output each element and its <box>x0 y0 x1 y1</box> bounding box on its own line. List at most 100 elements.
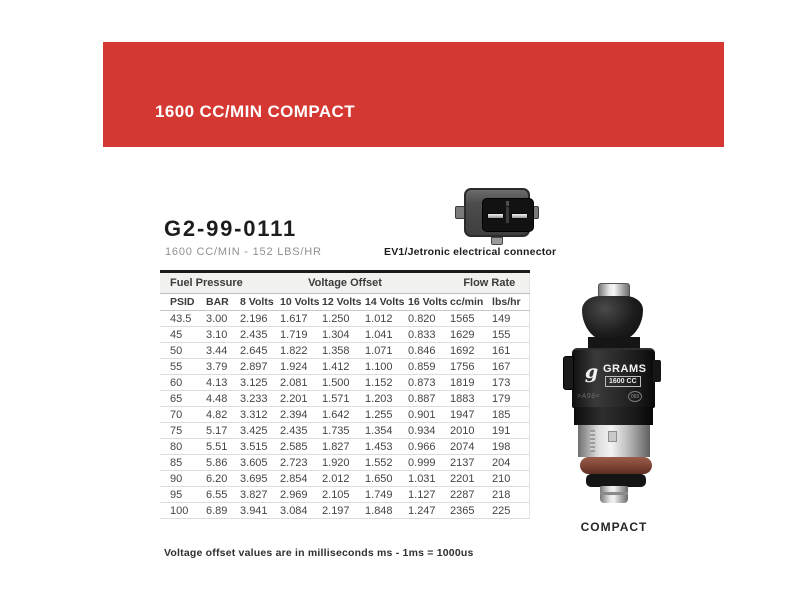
table-cell: 1.304 <box>322 326 366 343</box>
table-cell: 3.125 <box>240 374 281 391</box>
injector-image: g GRAMS 1600 CC >A96< 069 <box>560 283 668 523</box>
table-cell: 100 <box>160 502 206 519</box>
table-cell: 1.453 <box>365 438 409 455</box>
table-cell: 45 <box>160 326 206 343</box>
table-cell: 1.749 <box>365 486 409 503</box>
grams-logo-icon: g <box>584 361 599 383</box>
table-cell: 2.585 <box>280 438 323 455</box>
connector-center-divider <box>506 207 509 223</box>
column-header-12-volts: 12 Volts <box>322 293 366 311</box>
injector-barrel-serial-etch <box>590 430 595 452</box>
column-header-cc-min: cc/min <box>450 293 493 311</box>
table-cell: 3.515 <box>240 438 281 455</box>
flow-data-table: Fuel Pressure Voltage Offset Flow Rate PSI… <box>160 270 530 519</box>
table-cell: 1947 <box>450 406 493 423</box>
table-cell: 3.233 <box>240 390 281 407</box>
table-cell: 0.873 <box>408 374 451 391</box>
column-header-psid: PSID <box>160 293 206 311</box>
table-cell: 6.55 <box>206 486 241 503</box>
table-row: 90 6.20 3.695 2.854 2.012 1.650 1.031 2201 210 <box>160 470 530 487</box>
injector-nozzle-groove <box>600 492 628 495</box>
table-cell: 198 <box>492 438 530 455</box>
table-cell: 3.425 <box>240 422 281 439</box>
table-cell: 0.901 <box>408 406 451 423</box>
table-cell: 1.719 <box>280 326 323 343</box>
table-row: 80 5.51 3.515 2.585 1.827 1.453 0.966 2074 198 <box>160 438 530 455</box>
column-header-bar: BAR <box>206 293 241 311</box>
table-cell: 2.897 <box>240 358 281 375</box>
injector-brand-text: GRAMS <box>603 363 647 375</box>
injector-top-dome <box>582 296 643 341</box>
connector-body <box>464 188 534 237</box>
table-cell: 161 <box>492 342 530 359</box>
table-cell: 55 <box>160 358 206 375</box>
table-cell: 2.105 <box>322 486 366 503</box>
table-cell: 1883 <box>450 390 493 407</box>
table-cell: 2.723 <box>280 454 323 471</box>
table-cell: 5.17 <box>206 422 241 439</box>
table-cell: 2.196 <box>240 310 281 327</box>
table-cell: 173 <box>492 374 530 391</box>
table-body: 43.5 3.00 2.196 1.617 1.250 1.012 0.820 1565 149… <box>160 310 530 519</box>
table-cell: 2.969 <box>280 486 323 503</box>
column-header-14-volts: 14 Volts <box>365 293 409 311</box>
table-cell: 4.48 <box>206 390 241 407</box>
table-cell: 1.255 <box>365 406 409 423</box>
table-cell: 95 <box>160 486 206 503</box>
table-cell: 5.51 <box>206 438 241 455</box>
table-cell: 0.859 <box>408 358 451 375</box>
table-cell: 1.552 <box>365 454 409 471</box>
injector-barrel-etch-mark <box>608 431 617 442</box>
table-row: 43.5 3.00 2.196 1.617 1.250 1.012 0.820 1565 149 <box>160 310 530 327</box>
part-subtitle: 1600 CC/MIN - 152 LBS/HR <box>165 246 322 258</box>
table-cell: 4.13 <box>206 374 241 391</box>
group-header-flow-rate: Flow Rate <box>450 271 530 294</box>
table-cell: 1.071 <box>365 342 409 359</box>
column-header-10-volts: 10 Volts <box>280 293 323 311</box>
table-cell: 0.820 <box>408 310 451 327</box>
table-cell: 50 <box>160 342 206 359</box>
table-cell: 2.435 <box>280 422 323 439</box>
table-cell: 1.735 <box>322 422 366 439</box>
table-cell: 2.394 <box>280 406 323 423</box>
table-cell: 1.848 <box>365 502 409 519</box>
table-cell: 2137 <box>450 454 493 471</box>
connector-keying-mark <box>506 201 509 206</box>
column-header-lbs-hr: lbs/hr <box>492 293 530 311</box>
table-group-row: Fuel Pressure Voltage Offset Flow Rate <box>160 271 530 294</box>
table-cell: 167 <box>492 358 530 375</box>
table-cell: 1.354 <box>365 422 409 439</box>
table-cell: 3.941 <box>240 502 281 519</box>
figure-caption: COMPACT <box>580 520 648 534</box>
table-cell: 149 <box>492 310 530 327</box>
table-row: 45 3.10 2.435 1.719 1.304 1.041 0.833 1629 155 <box>160 326 530 343</box>
table-cell: 1.358 <box>322 342 366 359</box>
table-cell: 1.500 <box>322 374 366 391</box>
table-cell: 2.854 <box>280 470 323 487</box>
table-cell: 85 <box>160 454 206 471</box>
table-cell: 2287 <box>450 486 493 503</box>
injector-spacer <box>586 474 646 487</box>
table-cell: 6.89 <box>206 502 241 519</box>
injector-inlet-fitting <box>598 283 630 297</box>
table-cell: 1819 <box>450 374 493 391</box>
table-cell: 3.312 <box>240 406 281 423</box>
table-cell: 1.617 <box>280 310 323 327</box>
table-cell: 1.012 <box>365 310 409 327</box>
table-row: 65 4.48 3.233 2.201 1.571 1.203 0.887 1883 179 <box>160 390 530 407</box>
connector-pin-left <box>487 213 504 219</box>
banner-title: 1600 CC/MIN COMPACT <box>155 102 355 121</box>
product-banner: 1600 CC/MIN COMPACT <box>103 42 724 147</box>
injector-neck <box>588 337 640 351</box>
table-cell: 225 <box>492 502 530 519</box>
table-cell: 2.197 <box>322 502 366 519</box>
table-cell: 1.920 <box>322 454 366 471</box>
injector-side-tab <box>653 360 661 382</box>
flow-data-table-wrap: Fuel Pressure Voltage Offset Flow Rate PSI… <box>160 270 530 519</box>
table-cell: 2.645 <box>240 342 281 359</box>
table-row: 60 4.13 3.125 2.081 1.500 1.152 0.873 1819 173 <box>160 374 530 391</box>
table-cell: 2.012 <box>322 470 366 487</box>
table-cell: 3.10 <box>206 326 241 343</box>
table-cell: 2074 <box>450 438 493 455</box>
